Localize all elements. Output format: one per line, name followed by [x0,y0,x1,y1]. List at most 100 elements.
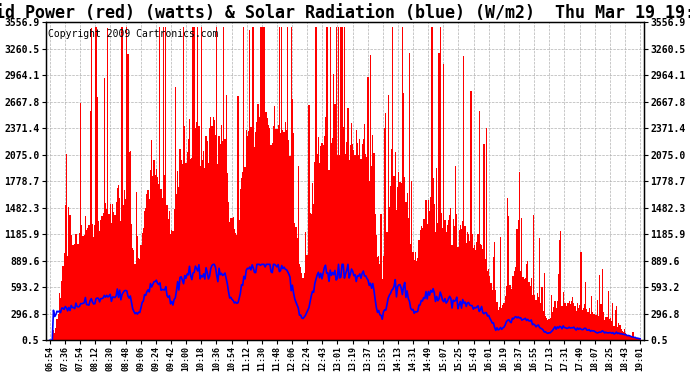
Bar [320,146,322,340]
Bar [532,295,533,340]
Bar [128,152,130,340]
Bar [564,303,565,340]
Bar [638,339,640,340]
Bar [495,290,496,340]
Bar [106,209,107,340]
Bar [525,278,526,340]
Bar [65,205,66,340]
Bar [92,224,93,340]
Bar [409,53,410,340]
Bar [77,244,78,340]
Bar [337,155,338,340]
Bar [168,219,169,340]
Bar [456,214,457,340]
Bar [229,222,230,340]
Bar [587,312,589,340]
Bar [520,271,521,340]
Bar [631,337,633,340]
Bar [159,27,161,340]
Bar [370,55,371,340]
Bar [183,27,184,340]
Bar [378,256,380,340]
Bar [627,334,628,340]
Bar [609,319,610,340]
Bar [390,186,391,340]
Bar [146,194,148,340]
Bar [308,105,310,340]
Bar [305,231,306,340]
Bar [224,139,226,340]
Bar [119,198,120,340]
Bar [584,304,585,340]
Bar [171,231,172,340]
Bar [502,305,504,340]
Bar [418,240,420,340]
Bar [635,338,636,340]
Bar [199,166,201,340]
Bar [366,157,368,340]
Bar [569,301,570,340]
Bar [306,255,307,340]
Bar [193,27,194,340]
Bar [537,293,538,340]
Bar [204,168,206,340]
Bar [570,304,571,340]
Bar [603,312,604,340]
Bar [521,218,522,340]
Bar [60,297,61,340]
Bar [90,28,92,340]
Bar [552,312,553,340]
Bar [592,312,593,340]
Bar [397,187,398,340]
Bar [136,192,137,340]
Bar [385,113,386,340]
Bar [332,138,333,340]
Bar [468,234,469,340]
Bar [352,144,353,340]
Bar [223,27,224,340]
Bar [216,27,217,340]
Bar [138,258,139,340]
Bar [395,152,396,340]
Bar [88,225,90,340]
Bar [377,257,378,340]
Bar [201,27,202,340]
Bar [108,213,110,340]
Bar [273,126,274,340]
Bar [386,232,388,340]
Bar [345,154,346,340]
Bar [135,264,136,340]
Bar [111,223,112,340]
Bar [507,198,509,340]
Bar [81,225,82,340]
Bar [620,329,622,340]
Bar [421,226,422,340]
Bar [61,281,62,340]
Bar [391,149,393,340]
Bar [344,27,345,340]
Bar [164,175,165,340]
Bar [151,140,152,340]
Bar [299,264,300,340]
Bar [230,218,231,340]
Bar [438,53,440,340]
Bar [275,129,277,340]
Bar [591,296,592,340]
Bar [255,132,256,340]
Bar [406,194,408,340]
Bar [497,310,499,340]
Bar [107,27,108,340]
Bar [144,211,145,340]
Bar [351,123,352,340]
Bar [365,154,366,340]
Bar [487,271,488,340]
Bar [170,234,171,340]
Bar [86,230,87,340]
Bar [589,308,590,340]
Bar [371,166,372,340]
Bar [583,308,584,340]
Bar [256,123,257,340]
Bar [310,214,312,340]
Bar [531,278,532,340]
Bar [578,308,579,340]
